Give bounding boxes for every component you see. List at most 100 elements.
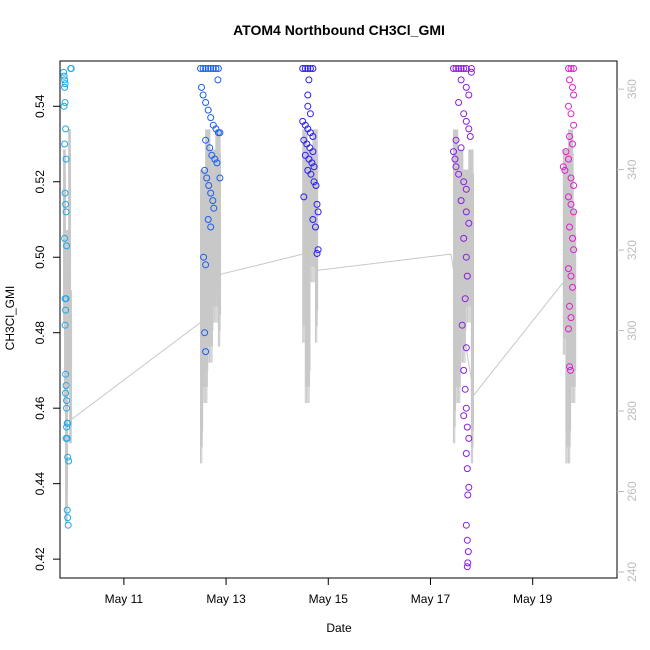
data-point	[61, 83, 69, 91]
data-point	[565, 193, 572, 201]
x-axis-label: Date	[326, 621, 352, 635]
data-point	[570, 208, 578, 216]
data-point	[204, 106, 212, 114]
data-point	[216, 174, 224, 182]
data-point	[312, 182, 320, 189]
data-point	[214, 65, 222, 72]
data-point	[462, 344, 470, 352]
data-point	[462, 65, 470, 72]
data-point	[463, 272, 471, 280]
data-point	[62, 125, 70, 133]
data-point	[462, 208, 470, 216]
data-point	[569, 83, 576, 91]
data-point	[566, 133, 573, 140]
data-point	[570, 246, 578, 254]
data-point	[204, 65, 212, 72]
data-point	[464, 491, 472, 499]
data-point	[305, 76, 313, 84]
data-point	[63, 397, 71, 405]
x-tick-label: May 15	[309, 592, 349, 606]
data-point	[64, 514, 72, 522]
y-axis-right: 240 260 280 300 320 340 360	[617, 79, 639, 582]
data-point	[451, 155, 459, 163]
data-point	[304, 102, 312, 110]
data-point	[211, 155, 219, 163]
data-point	[567, 174, 575, 182]
data-point	[464, 559, 472, 567]
data-point	[61, 99, 69, 106]
data-point	[310, 178, 318, 186]
data-point	[65, 457, 73, 465]
data-point	[213, 159, 221, 167]
data-point	[62, 208, 70, 216]
data-point	[62, 382, 70, 389]
data-point	[314, 246, 322, 254]
data-point	[452, 136, 460, 144]
data-point	[455, 99, 463, 106]
data-point	[569, 140, 576, 148]
data-point	[207, 189, 215, 197]
data-point	[197, 65, 204, 72]
data-point	[452, 163, 460, 171]
data-point	[463, 423, 471, 431]
data-point	[465, 91, 473, 99]
x-tick-label: May 11	[105, 592, 144, 606]
data-point	[463, 563, 471, 571]
data-point	[209, 197, 217, 205]
data-point	[457, 65, 465, 72]
y2-tick-label: 360	[625, 79, 639, 99]
data-point	[460, 366, 468, 374]
data-point	[455, 170, 463, 178]
x-tick-label: May 19	[513, 592, 553, 606]
y-tick-label: 0.52	[33, 170, 47, 194]
data-point	[569, 234, 576, 242]
data-point	[202, 348, 210, 356]
data-point	[561, 166, 569, 174]
data-points	[60, 65, 578, 571]
data-point	[309, 148, 317, 156]
y2-tick-label: 280	[625, 401, 639, 421]
data-point	[565, 65, 572, 72]
data-point	[565, 155, 572, 163]
data-point	[306, 65, 314, 72]
data-point	[61, 80, 69, 88]
data-point	[63, 242, 71, 250]
data-point	[62, 295, 70, 303]
data-point	[569, 283, 576, 291]
data-point	[467, 68, 475, 76]
data-point	[464, 548, 472, 556]
data-point	[565, 265, 572, 273]
data-point	[452, 65, 460, 72]
data-point	[301, 65, 309, 72]
data-point	[559, 163, 567, 171]
x-axis: May 11 May 13 May 15 May 17 May 19	[105, 578, 553, 606]
data-point	[202, 99, 210, 106]
data-point	[64, 521, 72, 529]
data-point	[216, 129, 224, 137]
data-point	[202, 136, 210, 144]
data-point	[63, 434, 71, 442]
data-point	[207, 114, 215, 122]
data-point	[457, 144, 465, 152]
data-point	[567, 200, 575, 208]
data-point	[61, 234, 69, 242]
data-point	[199, 91, 207, 99]
data-point	[313, 200, 321, 208]
data-point	[467, 65, 475, 72]
data-point	[304, 91, 312, 99]
data-point	[457, 197, 465, 205]
data-point	[465, 434, 473, 442]
data-point	[312, 223, 319, 231]
data-point	[64, 419, 72, 427]
data-point	[463, 536, 471, 544]
data-point	[203, 174, 211, 182]
data-point	[462, 450, 470, 457]
y2-tick-label: 320	[625, 240, 639, 260]
data-point	[567, 65, 575, 72]
data-point	[62, 389, 70, 397]
data-point	[462, 117, 470, 125]
y2-tick-label: 260	[625, 481, 639, 501]
data-point	[570, 182, 578, 189]
data-point	[198, 83, 205, 91]
data-point	[450, 148, 457, 156]
